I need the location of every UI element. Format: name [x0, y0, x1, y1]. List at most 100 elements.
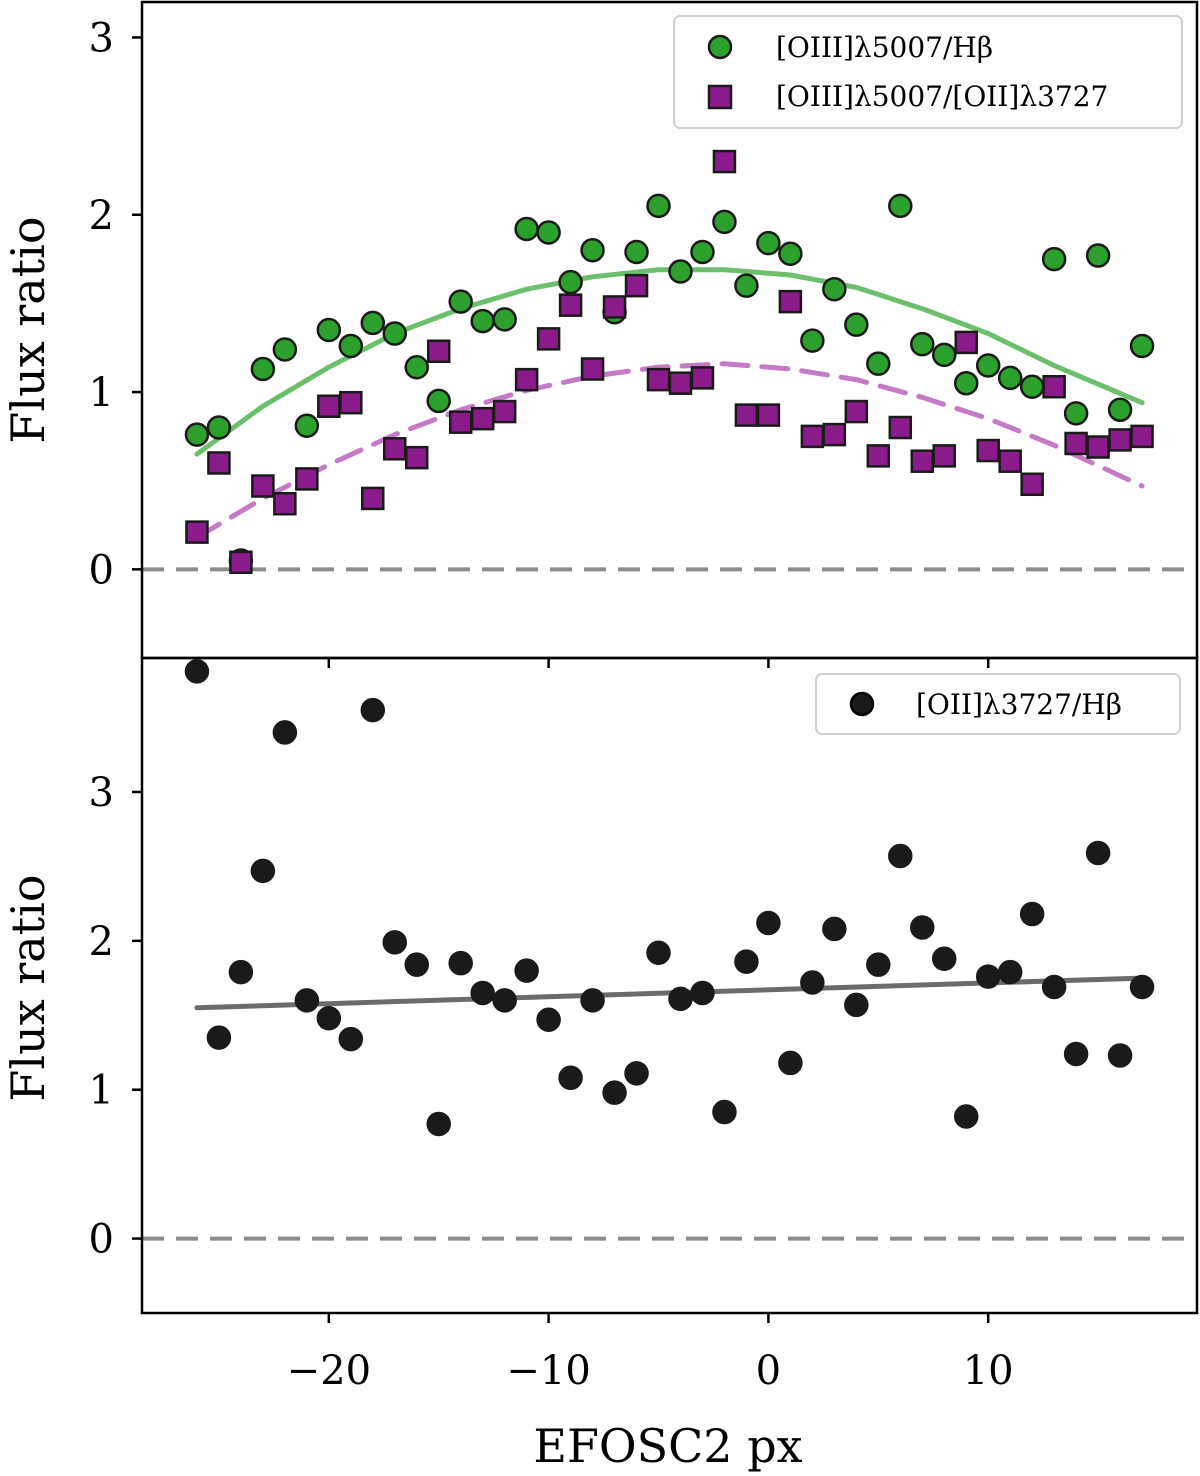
bottom-series0-point: [294, 988, 320, 1013]
top-series1-point: [1086, 435, 1110, 459]
top-series1-point: [383, 437, 407, 461]
bottom-series0-point: [866, 952, 891, 977]
bottom-y-tick-label: 3: [89, 770, 114, 816]
top-series1-point: [954, 330, 978, 355]
top-series1-point: [317, 394, 341, 418]
bottom-series0-point: [338, 1026, 364, 1052]
top-series1-point: [756, 403, 781, 427]
top-series0-point: [690, 239, 715, 265]
x-tick-label: −20: [287, 1348, 371, 1394]
top-series0-point: [668, 259, 693, 284]
bottom-series0-point: [734, 949, 759, 974]
top-series1-point: [448, 410, 473, 434]
top-series0-point: [470, 308, 495, 334]
bottom-series0-point: [228, 959, 254, 985]
top-y-axis-label: Flux ratio: [1, 216, 55, 443]
top-series0-point: [316, 317, 342, 343]
bottom-series0-point: [800, 970, 825, 995]
top-series1-point: [536, 327, 561, 351]
bottom-series0-point: [888, 843, 913, 869]
top-series0-point: [558, 269, 583, 295]
top-series0-point: [844, 312, 869, 337]
bottom-series0-point: [206, 1025, 232, 1050]
bottom-y-tick-label: 1: [89, 1068, 114, 1114]
bottom-panel-frame: [140, 656, 1199, 1315]
top-fit-curve-1: [194, 361, 1145, 540]
top-y-tick-label: 1: [89, 370, 114, 416]
top-series1-point: [492, 399, 517, 424]
top-series0-point: [646, 193, 671, 219]
x-tick-label: −10: [506, 1348, 590, 1394]
top-series1-point: [1042, 374, 1066, 399]
top-series1-point: [404, 445, 429, 470]
top-legend-marker-oiii-oii: [707, 84, 733, 110]
top-legend-box: [673, 15, 1183, 129]
top-series1-point: [514, 367, 539, 392]
top-legend-marker-oiii-hbeta: [707, 34, 733, 60]
top-series0-point: [1085, 243, 1111, 268]
top-series1-point: [712, 149, 737, 174]
x-tick-label: 0: [756, 1348, 781, 1394]
top-series0-point: [294, 413, 320, 438]
bottom-series0-point: [404, 952, 429, 977]
bottom-series0-point: [470, 980, 495, 1006]
bottom-series0-point: [492, 988, 517, 1013]
bottom-series0-point: [668, 986, 693, 1012]
top-legend-label-oiii-hbeta: [OIII]λ5007/Hβ: [776, 31, 993, 64]
top-series1-point: [910, 449, 935, 473]
top-series0-point: [756, 230, 781, 256]
top-series1-point: [888, 415, 913, 440]
top-series0-point: [580, 237, 605, 263]
top-y-tick-label: 0: [89, 547, 114, 593]
bottom-series0-point: [1085, 840, 1111, 866]
bottom-y-tick-label: 0: [89, 1217, 114, 1263]
top-series1-point: [800, 424, 825, 449]
top-series1-point: [646, 367, 671, 392]
top-series1-point: [470, 406, 495, 431]
bottom-series0-point: [778, 1050, 803, 1076]
bottom-series0-point: [931, 946, 957, 971]
top-series0-point: [910, 331, 935, 357]
bottom-series0-point: [184, 659, 210, 684]
top-series0-point: [800, 328, 825, 353]
top-series0-point: [404, 354, 429, 380]
top-series1-point: [339, 390, 363, 415]
top-series1-point: [822, 422, 847, 447]
top-series1-point: [932, 444, 956, 468]
top-series0-point: [448, 289, 473, 314]
bottom-series0-point: [250, 858, 276, 884]
top-legend: [OIII]λ5007/Hβ [OIII]λ5007/[OII]λ3727: [673, 15, 1183, 129]
bottom-series0-point: [624, 1061, 649, 1086]
top-series0-point: [536, 220, 561, 245]
top-series1-point: [1130, 424, 1154, 449]
top-series0-point: [1041, 246, 1067, 272]
top-legend-label-oiii-oii: [OIII]λ5007/[OII]λ3727: [776, 80, 1108, 113]
bottom-series0-point: [448, 950, 473, 976]
top-series0-point: [953, 370, 979, 396]
top-series0-point: [492, 307, 517, 332]
bottom-y-tick-label: 2: [89, 919, 114, 965]
top-series1-point: [426, 339, 451, 364]
top-y-tick-label: 2: [89, 193, 114, 239]
top-series0-point: [382, 321, 408, 346]
top-series0-point: [426, 388, 451, 414]
top-fit-curve-0: [194, 267, 1145, 457]
bottom-legend: [OII]λ3727/Hβ: [815, 673, 1181, 735]
top-series1-point: [207, 451, 231, 475]
top-series1-point: [866, 444, 891, 468]
top-series1-point: [251, 474, 275, 498]
top-series1-point: [624, 273, 649, 298]
bottom-panel: 0 1 2 3 −20 −10 0 10 Flux ratio EFOSC2 px [OII…: [1, 656, 1199, 1473]
top-series0-point: [1107, 397, 1133, 423]
bottom-series0-point: [558, 1065, 583, 1091]
top-series1-point: [1020, 472, 1044, 496]
top-series0-point: [712, 209, 737, 235]
top-series1-point: [998, 449, 1022, 473]
top-series1-point: [1108, 428, 1132, 452]
bottom-series0-point: [690, 980, 715, 1006]
top-series0-point: [624, 239, 649, 265]
bottom-series0-point: [1019, 901, 1045, 927]
bottom-series0-point: [1041, 974, 1067, 1000]
bottom-series0-point: [910, 915, 935, 940]
top-series1-point: [778, 289, 803, 314]
